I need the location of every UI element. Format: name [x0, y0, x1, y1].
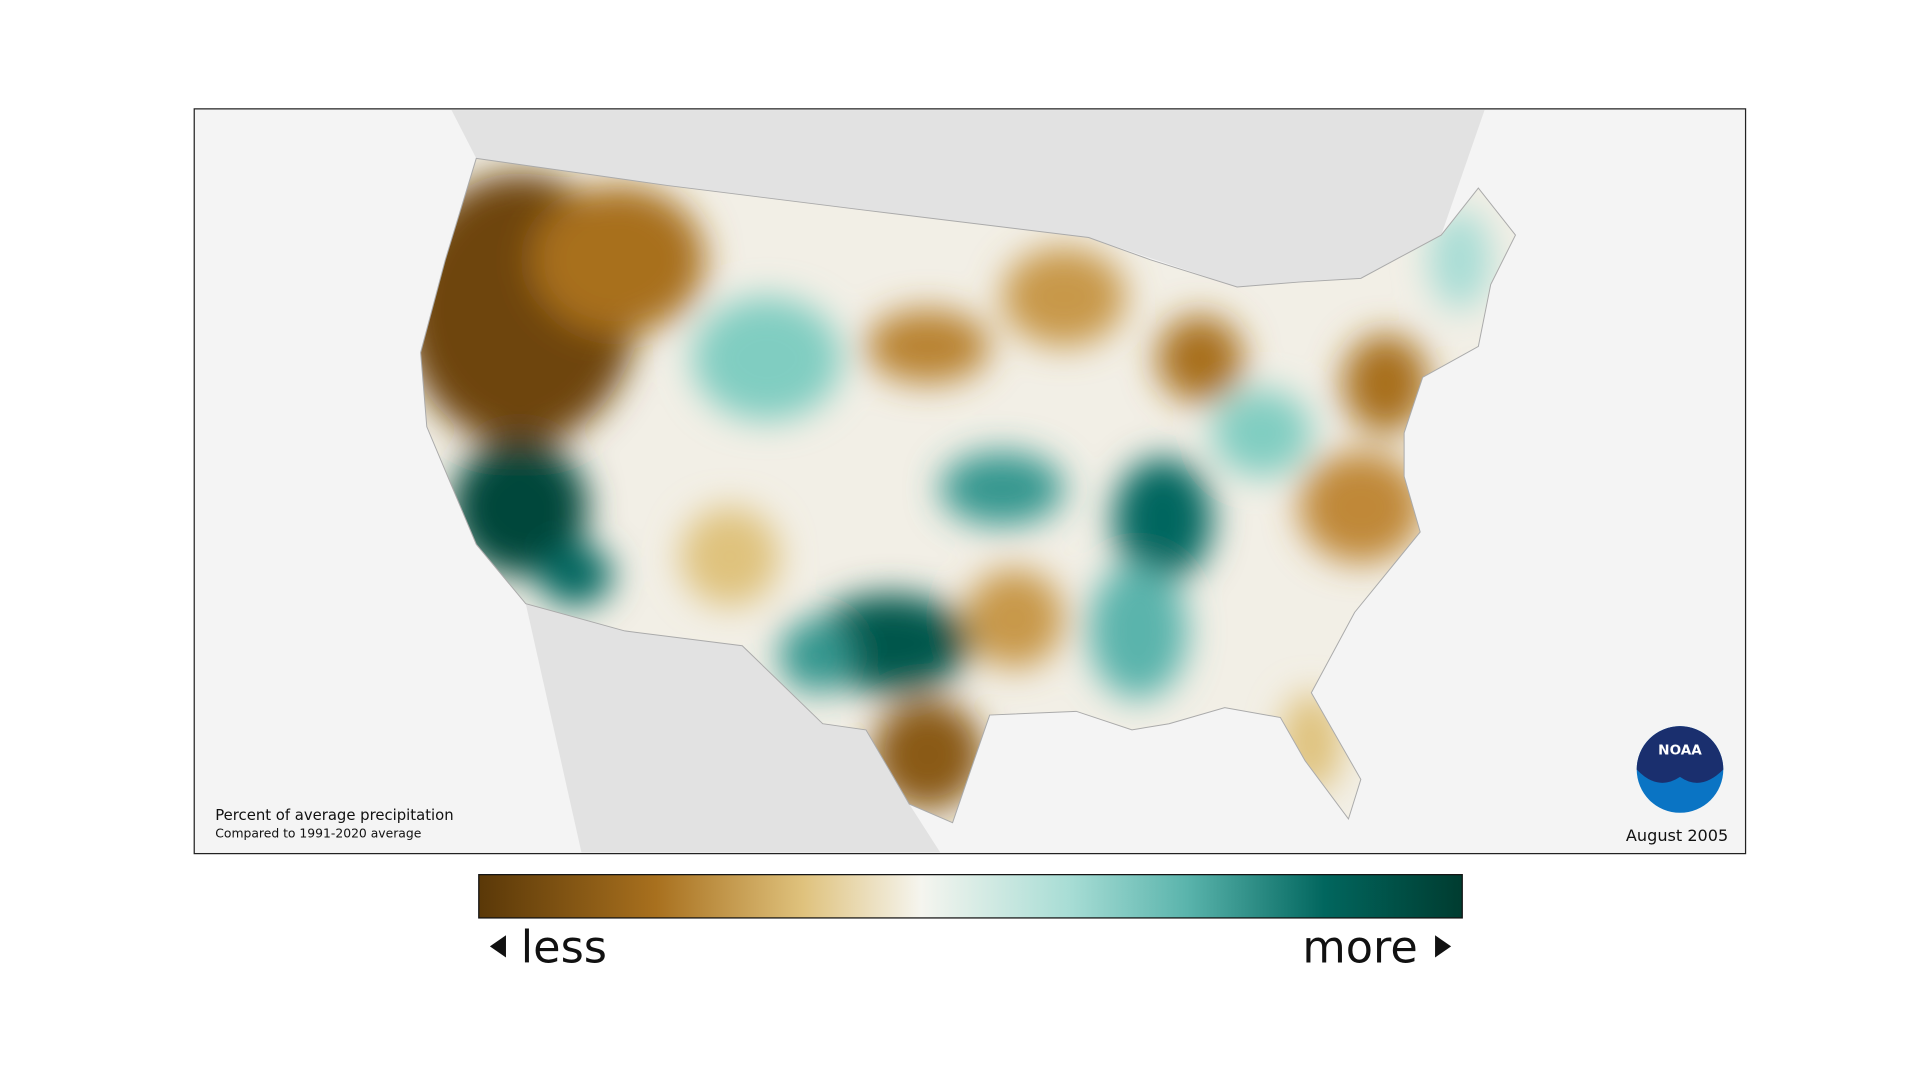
map-date: August 2005	[1626, 826, 1728, 845]
color-bar	[478, 874, 1463, 919]
more-arrow	[1435, 935, 1452, 958]
legend-low: less	[521, 921, 607, 973]
mexico-land	[525, 603, 941, 853]
map-frame: Percent of average precipitation Compare…	[193, 108, 1747, 855]
noaa-logo: NOAA	[1636, 726, 1724, 813]
color-legend: less more	[478, 874, 1463, 973]
less-arrow	[489, 935, 506, 958]
map-title: Percent of average precipitation	[215, 807, 453, 824]
us-outline	[420, 157, 1517, 824]
canada-land	[451, 110, 1485, 288]
map-subtitle: Compared to 1991-2020 average	[215, 827, 421, 841]
logo-text: NOAA	[1658, 743, 1702, 759]
legend-high: more	[1302, 921, 1417, 973]
